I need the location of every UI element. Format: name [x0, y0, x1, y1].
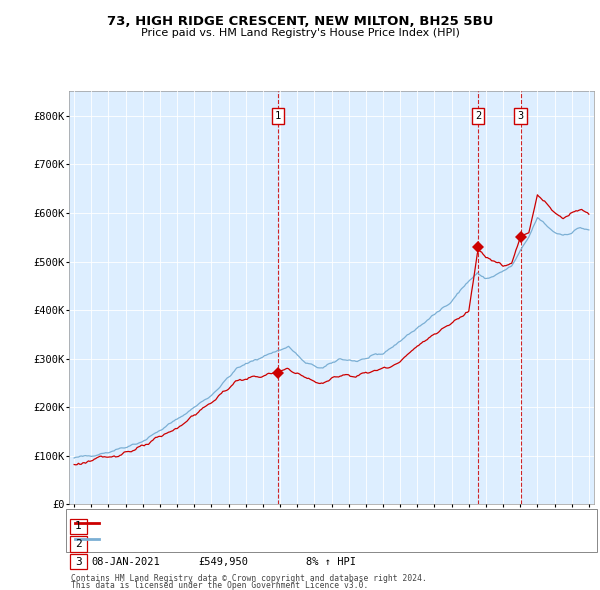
Text: Price paid vs. HM Land Registry's House Price Index (HPI): Price paid vs. HM Land Registry's House … [140, 28, 460, 38]
Text: This data is licensed under the Open Government Licence v3.0.: This data is licensed under the Open Gov… [71, 581, 368, 590]
Text: 10% ↑ HPI: 10% ↑ HPI [306, 539, 362, 549]
Text: £270,000: £270,000 [198, 522, 248, 531]
Text: 3: 3 [517, 111, 524, 121]
Text: £549,950: £549,950 [198, 557, 248, 566]
Text: 73, HIGH RIDGE CRESCENT, NEW MILTON, BH25 5BU: 73, HIGH RIDGE CRESCENT, NEW MILTON, BH2… [107, 15, 493, 28]
Text: Contains HM Land Registry data © Crown copyright and database right 2024.: Contains HM Land Registry data © Crown c… [71, 573, 427, 583]
Text: 2: 2 [75, 539, 82, 549]
Text: HPI: Average price, detached house, New Forest: HPI: Average price, detached house, New … [102, 535, 367, 543]
Text: 15-NOV-2006: 15-NOV-2006 [92, 522, 161, 531]
Text: 3: 3 [75, 557, 82, 566]
Text: 8% ↑ HPI: 8% ↑ HPI [306, 557, 356, 566]
Text: 1: 1 [275, 111, 281, 121]
Text: 1: 1 [75, 522, 82, 531]
Text: 08-JAN-2021: 08-JAN-2021 [92, 557, 161, 566]
Text: 2: 2 [475, 111, 481, 121]
Text: 16% ↓ HPI: 16% ↓ HPI [306, 522, 362, 531]
Text: £530,000: £530,000 [198, 539, 248, 549]
Text: 19-JUL-2018: 19-JUL-2018 [92, 539, 161, 549]
Text: 73, HIGH RIDGE CRESCENT, NEW MILTON, BH25 5BU (detached house): 73, HIGH RIDGE CRESCENT, NEW MILTON, BH2… [102, 518, 458, 527]
